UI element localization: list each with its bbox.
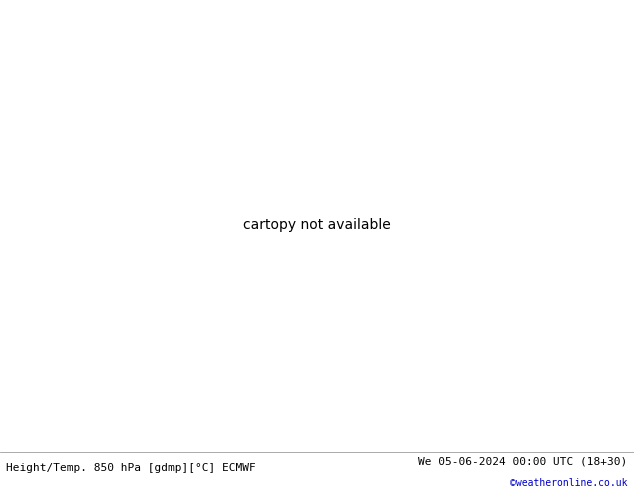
Text: cartopy not available: cartopy not available [243,218,391,232]
Text: ©weatheronline.co.uk: ©weatheronline.co.uk [510,478,628,488]
Text: Height/Temp. 850 hPa [gdmp][°C] ECMWF: Height/Temp. 850 hPa [gdmp][°C] ECMWF [6,463,256,473]
Text: We 05-06-2024 00:00 UTC (18+30): We 05-06-2024 00:00 UTC (18+30) [418,457,628,467]
